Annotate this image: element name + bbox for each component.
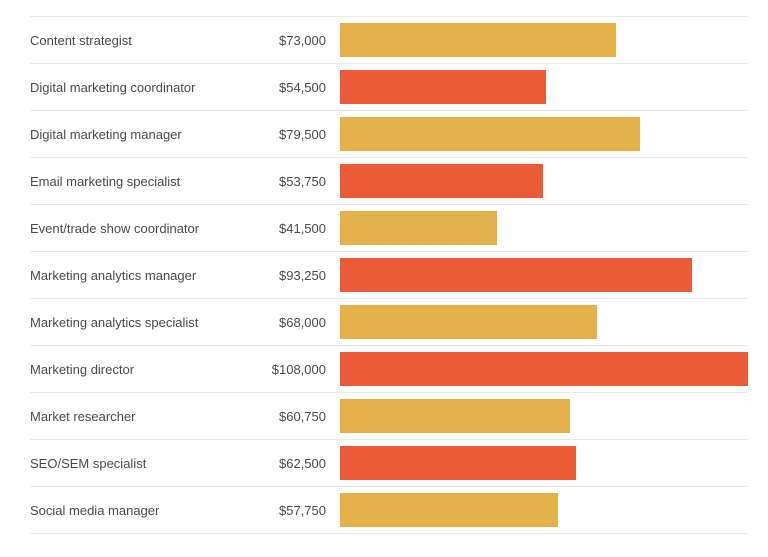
chart-row: Event/trade show coordinator$41,500 (30, 205, 748, 252)
chart-row: Market researcher$60,750 (30, 393, 748, 440)
row-label: Event/trade show coordinator (30, 221, 240, 236)
row-label: Marketing director (30, 362, 240, 377)
row-label: Content strategist (30, 33, 240, 48)
row-value: $68,000 (240, 315, 340, 330)
bar-track (340, 299, 748, 345)
row-label: Marketing analytics specialist (30, 315, 240, 330)
bar (340, 352, 748, 386)
chart-rows: Content strategist$73,000Digital marketi… (30, 16, 748, 534)
bar (340, 117, 640, 151)
row-label: Market researcher (30, 409, 240, 424)
salary-bar-chart: Content strategist$73,000Digital marketi… (0, 0, 768, 557)
bar (340, 399, 570, 433)
row-value: $93,250 (240, 268, 340, 283)
chart-row: Digital marketing coordinator$54,500 (30, 64, 748, 111)
chart-row: SEO/SEM specialist$62,500 (30, 440, 748, 487)
bar (340, 164, 543, 198)
row-label: Marketing analytics manager (30, 268, 240, 283)
row-value: $62,500 (240, 456, 340, 471)
row-label: Email marketing specialist (30, 174, 240, 189)
row-value: $54,500 (240, 80, 340, 95)
bar-track (340, 393, 748, 439)
bar-track (340, 440, 748, 486)
bar (340, 305, 597, 339)
chart-row: Email marketing specialist$53,750 (30, 158, 748, 205)
bar-track (340, 487, 748, 533)
row-label: SEO/SEM specialist (30, 456, 240, 471)
row-value: $41,500 (240, 221, 340, 236)
row-value: $108,000 (240, 362, 340, 377)
chart-row: Marketing analytics specialist$68,000 (30, 299, 748, 346)
row-value: $53,750 (240, 174, 340, 189)
bar (340, 493, 558, 527)
row-value: $60,750 (240, 409, 340, 424)
bar-track (340, 64, 748, 110)
bar-track (340, 252, 748, 298)
chart-row: Digital marketing manager$79,500 (30, 111, 748, 158)
bar-track (340, 158, 748, 204)
row-value: $57,750 (240, 503, 340, 518)
bar (340, 23, 616, 57)
row-label: Social media manager (30, 503, 240, 518)
chart-row: Social media manager$57,750 (30, 487, 748, 534)
bar (340, 211, 497, 245)
row-label: Digital marketing manager (30, 127, 240, 142)
chart-row: Content strategist$73,000 (30, 16, 748, 64)
bar (340, 258, 692, 292)
bar (340, 446, 576, 480)
chart-row: Marketing analytics manager$93,250 (30, 252, 748, 299)
bar-track (340, 346, 748, 392)
bar (340, 70, 546, 104)
bar-track (340, 205, 748, 251)
bar-track (340, 111, 748, 157)
bar-track (340, 17, 748, 63)
chart-row: Marketing director$108,000 (30, 346, 748, 393)
row-label: Digital marketing coordinator (30, 80, 240, 95)
row-value: $73,000 (240, 33, 340, 48)
row-value: $79,500 (240, 127, 340, 142)
